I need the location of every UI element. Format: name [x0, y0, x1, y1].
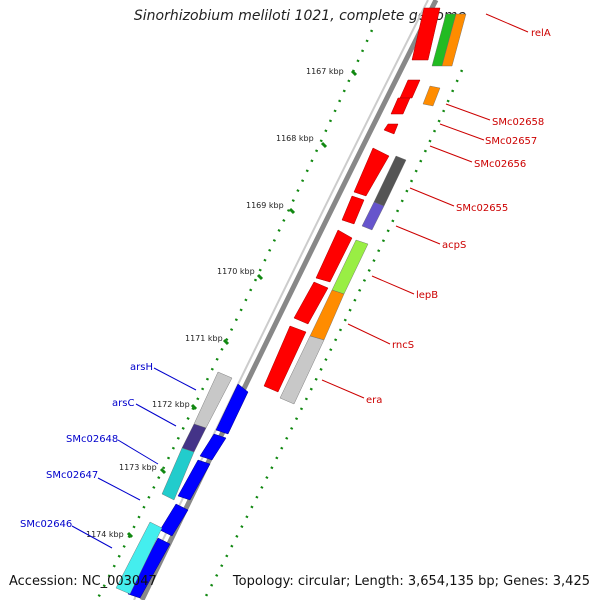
gene-smc02658-arrow	[399, 79, 421, 99]
gene-label-arsc: arsC	[112, 398, 134, 409]
category-block	[181, 423, 207, 453]
tick-1173	[159, 467, 167, 475]
category-block	[361, 201, 385, 231]
kbp-label: 1170 kbp	[217, 267, 255, 276]
category-block	[441, 13, 467, 67]
category-block	[422, 85, 441, 107]
gene-relA-arrow	[411, 7, 441, 61]
leader-lines-right	[321, 13, 529, 399]
gene-label-rela: relA	[531, 28, 551, 39]
gene-label-smc02656: SMc02656	[474, 159, 526, 170]
gene-label-arsh: arsH	[130, 362, 153, 373]
genome-summary-text: Topology: circular; Length: 3,654,135 bp…	[232, 574, 590, 589]
tick-1172	[190, 403, 198, 411]
gene-label-lepb: lepB	[416, 290, 438, 301]
map-title: Sinorhizobium meliloti 1021, complete ge…	[133, 8, 467, 24]
gene-label-smc02658: SMc02658	[492, 117, 544, 128]
tick-1171	[222, 338, 230, 346]
gene-label-smc02657: SMc02657	[485, 136, 537, 147]
gene-arsc-arrow	[199, 433, 227, 461]
gene-smc02655-arrow	[353, 147, 390, 197]
gene-era-arrow	[263, 325, 307, 393]
category-strip-left	[115, 371, 233, 595]
inner-tick-ring	[203, 69, 464, 599]
accession-text: Accession: NC_003047	[9, 574, 157, 589]
category-block	[279, 335, 325, 405]
kbp-label: 1171 kbp	[185, 334, 223, 343]
forward-strand-genes	[127, 383, 249, 599]
gene-label-acps: acpS	[442, 240, 466, 251]
kbp-label: 1174 kbp	[86, 530, 124, 539]
kbp-label: 1169 kbp	[246, 201, 284, 210]
kbp-label: 1168 kbp	[276, 134, 314, 143]
category-block	[161, 447, 195, 501]
gene-smc02657-arrow	[390, 97, 411, 115]
reverse-strand-genes	[263, 7, 441, 393]
kbp-label: 1172 kbp	[152, 400, 190, 409]
gene-rncs-arrow	[293, 281, 329, 325]
gene-label-smc02647: SMc02647	[46, 470, 98, 481]
gene-label-era: era	[366, 395, 382, 406]
gene-label-smc02655: SMc02655	[456, 203, 508, 214]
gene-smc02656-arrow	[383, 123, 399, 135]
gene-acps-arrow	[341, 195, 365, 225]
gene-smc02647-arrow	[159, 503, 189, 537]
gene-label-smc02648: SMc02648	[66, 434, 118, 445]
tick-1169	[288, 207, 296, 215]
category-strip-right	[279, 13, 467, 405]
leader-lines-left	[71, 367, 197, 549]
backbone-outer	[139, 0, 439, 600]
tick-1174	[126, 531, 134, 539]
gene-label-rncs: rncS	[392, 340, 414, 351]
gene-lepb-arrow	[315, 229, 353, 283]
kbp-label: 1167 kbp	[306, 67, 344, 76]
gene-label-smc02646: SMc02646	[20, 519, 72, 530]
tick-1168	[320, 141, 328, 149]
tick-1170	[256, 273, 264, 281]
gene-arsh-arrow	[215, 383, 249, 435]
kbp-ticks	[126, 69, 358, 539]
category-block	[115, 521, 163, 595]
tick-1167	[350, 69, 358, 77]
gene-smc02648-arrow	[177, 459, 211, 501]
kbp-label: 1173 kbp	[119, 463, 157, 472]
